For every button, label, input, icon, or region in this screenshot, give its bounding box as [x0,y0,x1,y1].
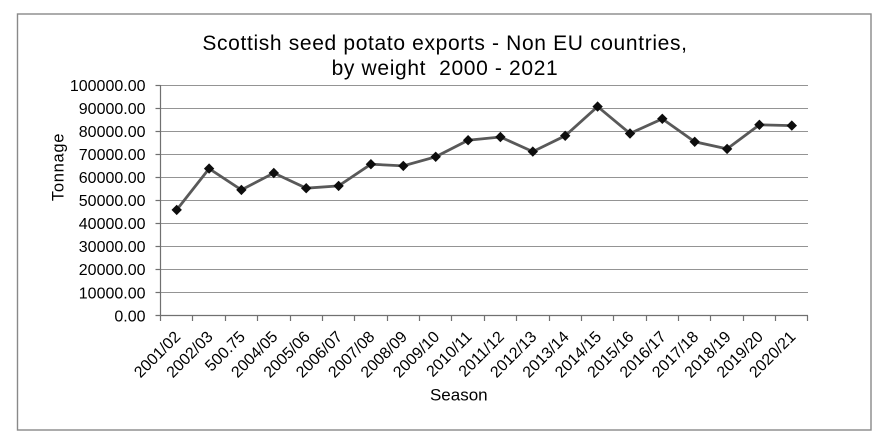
svg-text:30000.00: 30000.00 [79,239,146,256]
svg-text:Tonnage: Tonnage [49,133,67,201]
svg-text:50000.00: 50000.00 [79,193,146,210]
svg-text:80000.00: 80000.00 [79,124,146,141]
svg-text:20000.00: 20000.00 [79,262,146,279]
svg-text:0.00: 0.00 [114,308,145,325]
svg-text:90000.00: 90000.00 [79,101,146,118]
svg-text:Scottish seed potato exports -: Scottish seed potato exports - Non EU co… [202,32,687,55]
svg-text:70000.00: 70000.00 [79,147,146,164]
svg-text:Season: Season [430,385,488,404]
svg-text:60000.00: 60000.00 [79,170,146,187]
svg-text:40000.00: 40000.00 [79,216,146,233]
svg-text:by weight 2000 - 2021: by weight 2000 - 2021 [332,57,559,80]
svg-text:100000.00: 100000.00 [70,78,146,95]
svg-text:10000.00: 10000.00 [79,285,146,302]
